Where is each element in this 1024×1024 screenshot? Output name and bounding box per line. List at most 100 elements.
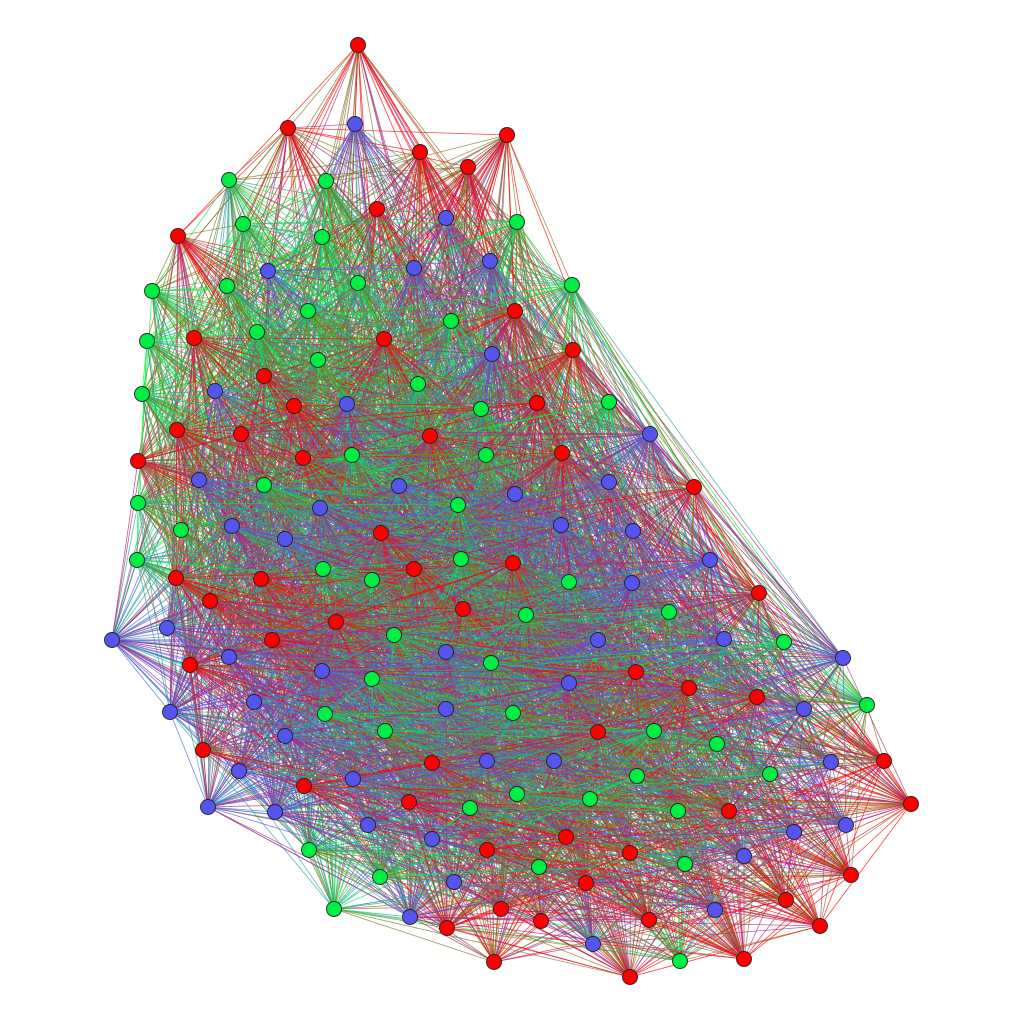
graph-edge xyxy=(636,775,745,857)
graph-node xyxy=(401,794,417,810)
graph-edge xyxy=(240,331,258,435)
graph-node xyxy=(231,763,247,779)
graph-node xyxy=(195,742,211,758)
graph-edge xyxy=(453,881,650,921)
graph-edge xyxy=(756,696,805,710)
graph-edge xyxy=(193,337,493,355)
graph-edge xyxy=(228,656,637,673)
graph-edge xyxy=(480,408,651,435)
graph-edge xyxy=(321,670,637,673)
graph-node xyxy=(578,875,594,891)
graph-node xyxy=(347,116,363,132)
graph-edge xyxy=(585,798,591,884)
graph-edge xyxy=(325,180,378,210)
graph-edge xyxy=(883,760,912,805)
graph-node xyxy=(716,631,732,647)
graph-node xyxy=(296,778,312,794)
graph-edge xyxy=(632,530,821,927)
graph-edge xyxy=(274,811,502,910)
graph-edge xyxy=(202,670,323,751)
graph-edge xyxy=(629,925,821,978)
graph-edge xyxy=(151,290,309,312)
graph-edge xyxy=(597,639,785,643)
graph-edge xyxy=(398,481,610,487)
graph-edge xyxy=(111,460,139,641)
graph-edge xyxy=(383,338,493,355)
graph-edge xyxy=(512,687,690,714)
graph-edge xyxy=(319,493,516,509)
graph-node xyxy=(438,701,454,717)
graph-node xyxy=(424,755,440,771)
graph-edge xyxy=(429,433,651,437)
graph-edge xyxy=(512,696,758,714)
graph-edge xyxy=(166,454,353,629)
graph-edge xyxy=(677,810,795,833)
graph-edge xyxy=(756,696,852,876)
graph-node xyxy=(246,694,262,710)
graph-edge xyxy=(379,801,410,878)
graph-edge xyxy=(453,881,681,962)
graph-edge xyxy=(324,696,758,715)
graph-edge xyxy=(693,486,832,763)
graph-edge xyxy=(592,863,686,945)
graph-edge xyxy=(136,530,634,561)
graph-edge xyxy=(632,433,651,532)
graph-node xyxy=(369,201,385,217)
graph-edge xyxy=(445,582,633,710)
graph-edge xyxy=(166,559,711,629)
graph-edge xyxy=(319,507,634,532)
graph-edge xyxy=(408,801,411,918)
graph-edge xyxy=(141,338,385,395)
graph-edge xyxy=(743,855,821,927)
graph-node xyxy=(422,428,438,444)
graph-edge xyxy=(514,433,651,495)
graph-edge xyxy=(493,943,594,963)
graph-edge xyxy=(151,179,230,292)
graph-edge xyxy=(207,806,276,813)
graph-edge xyxy=(608,481,885,762)
graph-edge xyxy=(516,773,771,795)
graph-edge xyxy=(263,484,459,506)
graph-node xyxy=(629,768,645,784)
graph-edge xyxy=(352,760,555,780)
graph-edge xyxy=(351,452,563,456)
graph-edge xyxy=(516,793,730,812)
graph-edge xyxy=(446,920,542,929)
graph-edge xyxy=(758,592,844,659)
graph-edge xyxy=(303,730,386,787)
graph-edge xyxy=(231,525,415,570)
graph-edge xyxy=(486,849,745,960)
graph-edge xyxy=(565,831,795,838)
graph-edge xyxy=(589,798,631,854)
graph-edge xyxy=(325,44,359,182)
graph-edge xyxy=(303,762,433,787)
graph-edge xyxy=(491,353,651,435)
graph-edge xyxy=(714,909,821,927)
graph-edge xyxy=(516,221,574,351)
graph-edge xyxy=(146,285,228,342)
graph-node xyxy=(823,754,839,770)
graph-edge xyxy=(398,485,527,616)
graph-edge xyxy=(648,874,852,921)
graph-edge xyxy=(743,874,852,960)
graph-node xyxy=(624,575,640,591)
graph-node xyxy=(317,706,333,722)
graph-edge xyxy=(486,803,912,851)
graph-edge xyxy=(743,824,847,960)
graph-node xyxy=(424,831,440,847)
graph-edge xyxy=(568,559,711,583)
graph-edge xyxy=(176,429,242,435)
graph-edge xyxy=(743,761,832,960)
graph-edge xyxy=(485,454,695,488)
graph-edge xyxy=(253,701,447,710)
graph-edge xyxy=(553,760,852,876)
graph-edge xyxy=(677,773,771,812)
graph-edge xyxy=(198,454,353,481)
graph-edge xyxy=(677,810,847,826)
graph-edge xyxy=(287,127,469,168)
graph-node xyxy=(493,901,509,917)
graph-edge xyxy=(632,530,805,710)
graph-edge xyxy=(308,798,591,851)
graph-edge xyxy=(431,798,591,840)
graph-edge xyxy=(500,852,631,910)
